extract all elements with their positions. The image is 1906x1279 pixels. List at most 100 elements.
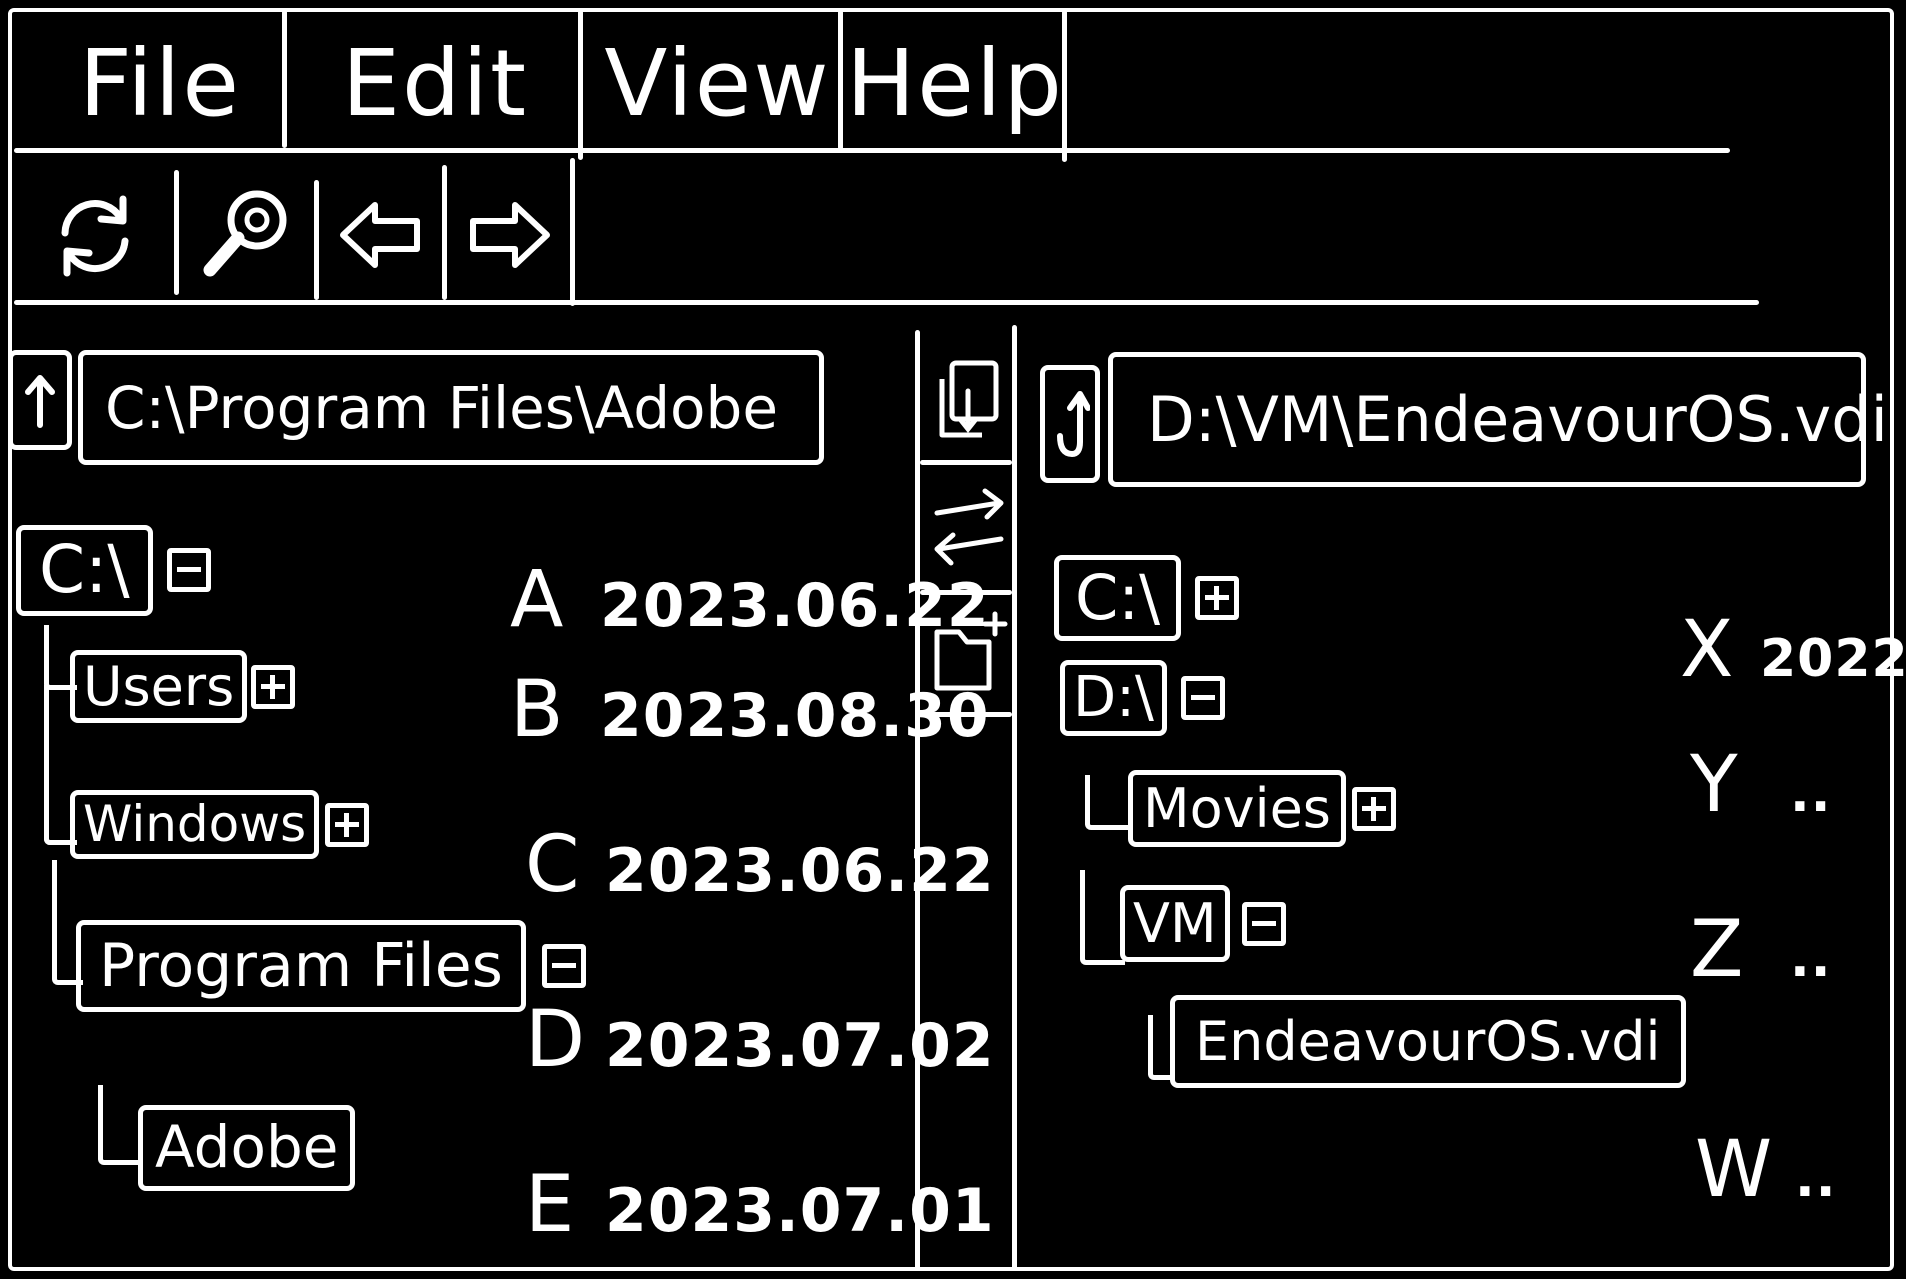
tree-node-label[interactable]: C:\ bbox=[1054, 555, 1182, 642]
menu-bar-bottom-line bbox=[14, 148, 1730, 153]
file-row[interactable]: A 2023.06.22 bbox=[510, 555, 990, 645]
tree-node-adobe: Adobe bbox=[138, 1105, 356, 1191]
menu-view[interactable]: View bbox=[604, 29, 831, 137]
expand-icon[interactable] bbox=[1351, 786, 1396, 831]
file-row[interactable]: X 2022 bbox=[1680, 605, 1906, 695]
file-date: .. bbox=[1795, 1149, 1837, 1209]
up-arrow-icon bbox=[25, 375, 55, 428]
forward-arrow-icon bbox=[470, 202, 550, 268]
swap-button[interactable] bbox=[925, 475, 1013, 580]
menu-divider bbox=[1062, 10, 1067, 162]
tree-node-label[interactable]: Users bbox=[70, 650, 248, 724]
menu-divider bbox=[838, 10, 843, 150]
file-date: .. bbox=[1790, 929, 1832, 989]
expand-icon[interactable] bbox=[251, 664, 296, 709]
tree-connector bbox=[44, 625, 77, 690]
tree-node-label[interactable]: Movies bbox=[1128, 770, 1346, 848]
right-up-button[interactable] bbox=[1040, 365, 1100, 483]
menu-divider bbox=[578, 10, 583, 160]
tree-node-movies: Movies bbox=[1128, 770, 1396, 848]
pane-divider-left bbox=[915, 330, 920, 1270]
copy-icon bbox=[939, 360, 999, 438]
back-button[interactable] bbox=[320, 170, 440, 300]
menu-help[interactable]: Help bbox=[846, 29, 1064, 137]
menu-edit[interactable]: Edit bbox=[341, 29, 529, 137]
tree-connector bbox=[1085, 775, 1132, 830]
file-date: 2023.06.22 bbox=[605, 836, 995, 906]
expand-icon[interactable] bbox=[1195, 576, 1240, 621]
tree-connector bbox=[44, 685, 77, 845]
tree-node-c-drive: C:\ bbox=[1054, 555, 1240, 642]
collapse-icon[interactable] bbox=[166, 548, 211, 593]
tree-node-users: Users bbox=[70, 650, 296, 724]
file-name: Z bbox=[1690, 905, 1744, 995]
tree-node-label[interactable]: Program Files bbox=[76, 920, 526, 1012]
file-date: 2023.07.01 bbox=[605, 1176, 995, 1246]
file-row[interactable]: E 2023.07.01 bbox=[525, 1160, 995, 1250]
file-name: W bbox=[1695, 1125, 1773, 1215]
tree-node-program-files: Program Files bbox=[76, 920, 586, 1012]
left-path-bar[interactable]: C:\Program Files\Adobe bbox=[78, 350, 824, 465]
toolbar-divider bbox=[314, 180, 319, 300]
toolbar-divider bbox=[174, 170, 179, 295]
tree-connector bbox=[98, 1085, 143, 1165]
file-row[interactable]: W .. bbox=[1695, 1125, 1837, 1215]
back-arrow-icon bbox=[340, 202, 420, 268]
file-row[interactable]: C 2023.06.22 bbox=[525, 820, 995, 910]
file-name: E bbox=[525, 1160, 575, 1250]
file-name: B bbox=[510, 665, 564, 755]
file-name: C bbox=[525, 820, 580, 910]
toolbar-bottom-line bbox=[14, 300, 1759, 305]
file-name: X bbox=[1680, 605, 1734, 695]
tree-connector bbox=[1080, 870, 1125, 965]
refresh-button[interactable] bbox=[20, 170, 170, 300]
tree-node-label[interactable]: VM bbox=[1120, 885, 1230, 963]
file-row[interactable]: D 2023.07.02 bbox=[525, 995, 995, 1085]
search-button[interactable] bbox=[182, 170, 312, 300]
menu-divider bbox=[282, 10, 287, 148]
forward-button[interactable] bbox=[450, 170, 570, 300]
toolbar-divider bbox=[570, 158, 575, 306]
tree-node-label[interactable]: C:\ bbox=[16, 525, 153, 616]
file-name: Y bbox=[1690, 740, 1738, 830]
right-path-bar[interactable]: D:\VM\EndeavourOS.vdi bbox=[1108, 352, 1888, 487]
expand-icon[interactable] bbox=[325, 802, 370, 847]
app-window bbox=[8, 8, 1894, 1271]
right-path-text: D:\VM\EndeavourOS.vdi bbox=[1147, 383, 1888, 456]
file-date: 2023.06.22 bbox=[600, 571, 990, 641]
up-arrow-icon bbox=[1057, 391, 1090, 457]
middle-divider bbox=[920, 712, 1012, 717]
file-row[interactable]: Y .. bbox=[1690, 740, 1832, 830]
menu-file[interactable]: File bbox=[79, 29, 241, 137]
collapse-icon[interactable] bbox=[1180, 675, 1225, 720]
left-up-button[interactable] bbox=[8, 350, 72, 450]
new-folder-button[interactable] bbox=[925, 600, 1013, 705]
tree-node-windows: Windows bbox=[70, 790, 370, 859]
tree-connector bbox=[44, 780, 77, 845]
file-name: D bbox=[525, 995, 586, 1085]
tree-node-c-drive: C:\ bbox=[16, 525, 211, 616]
middle-divider bbox=[920, 460, 1012, 465]
collapse-icon[interactable] bbox=[1241, 901, 1286, 946]
refresh-icon bbox=[61, 195, 129, 277]
file-name: A bbox=[510, 555, 564, 645]
tree-node-vm: VM bbox=[1120, 885, 1286, 963]
tree-node-label[interactable]: EndeavourOS.vdi bbox=[1170, 995, 1686, 1089]
tree-node-label[interactable]: D:\ bbox=[1060, 660, 1167, 736]
new-folder-icon bbox=[934, 611, 1008, 690]
file-row[interactable]: Z .. bbox=[1690, 905, 1832, 995]
left-path-text: C:\Program Files\Adobe bbox=[105, 373, 779, 442]
search-icon bbox=[203, 190, 287, 277]
tree-node-label[interactable]: Windows bbox=[70, 790, 320, 859]
file-date: .. bbox=[1790, 764, 1832, 824]
tree-node-endeavouros-vdi: EndeavourOS.vdi bbox=[1170, 995, 1686, 1089]
file-row[interactable]: B 2023.08.30 bbox=[510, 665, 990, 755]
swap-icon bbox=[934, 488, 1004, 565]
tree-node-label[interactable]: Adobe bbox=[138, 1105, 356, 1191]
collapse-icon[interactable] bbox=[541, 944, 586, 988]
tree-connector bbox=[52, 860, 83, 985]
file-date: 2023.07.02 bbox=[605, 1011, 995, 1081]
middle-divider bbox=[920, 590, 1012, 595]
tree-node-d-drive: D:\ bbox=[1060, 660, 1225, 736]
copy-button[interactable] bbox=[925, 350, 1013, 450]
